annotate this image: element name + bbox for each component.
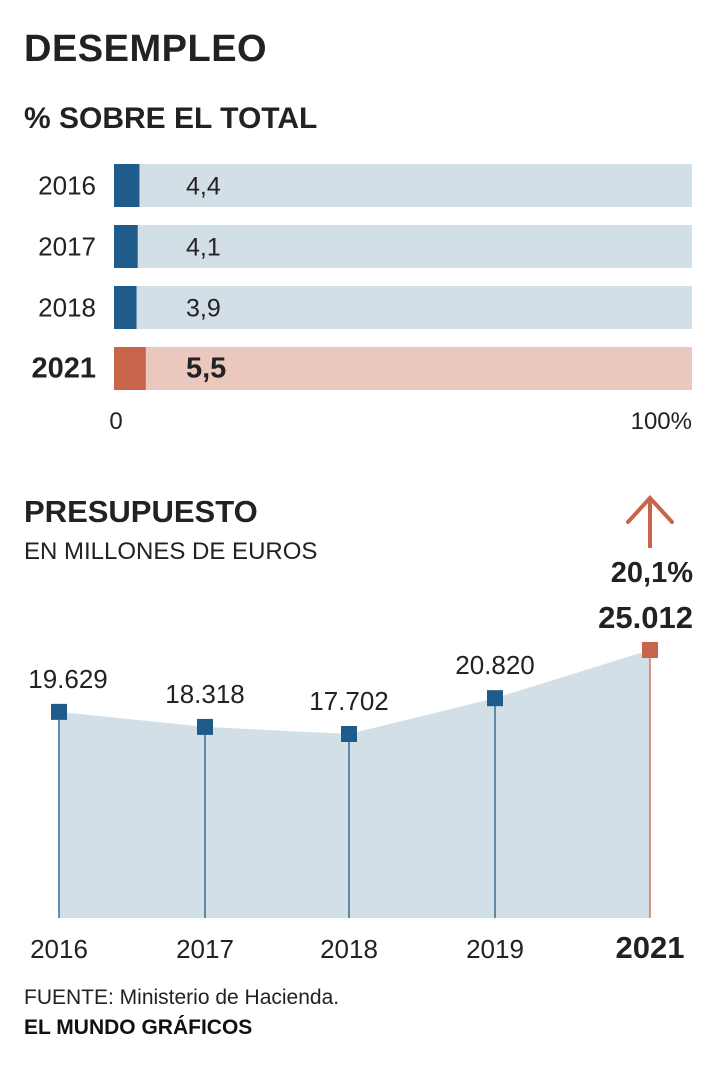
- bar-track: [114, 347, 692, 390]
- bar-track: [114, 164, 692, 207]
- bar-track: [114, 286, 692, 329]
- budget-area-chart: 19.629 2016 18.318 2017 17.702 2018 20.820 2019…: [28, 495, 693, 965]
- data-point: [51, 703, 67, 720]
- data-label: 5,5: [186, 353, 226, 385]
- category-label: 2018: [38, 293, 96, 323]
- data-label: 3,9: [186, 295, 221, 323]
- bar: [114, 347, 146, 390]
- data-point: [487, 690, 503, 707]
- x-tick-label: 100%: [631, 408, 692, 435]
- budget-subtitle: EN MILLONES DE EUROS: [24, 538, 318, 565]
- source-note: FUENTE: Ministerio de Hacienda.: [24, 986, 340, 1009]
- data-point: [341, 726, 357, 742]
- arrow-up-icon: [626, 495, 674, 548]
- x-tick-label: 2016: [30, 934, 88, 964]
- x-tick-label: 0: [109, 408, 122, 435]
- bar-track: [114, 225, 692, 268]
- unemployment-bar-chart: 2016 4,4 2017 4,1 2018 3,9 2021 5,5 0 100%: [31, 164, 692, 435]
- bar: [114, 286, 137, 329]
- area-fill: [59, 650, 650, 918]
- data-label: 4,4: [186, 173, 221, 201]
- category-label: 2021: [31, 353, 96, 385]
- credit-note: EL MUNDO GRÁFICOS: [24, 1016, 253, 1039]
- data-point: [642, 642, 658, 658]
- data-point: [197, 718, 213, 735]
- data-label: 17.702: [309, 686, 389, 716]
- data-label: 18.318: [165, 679, 245, 709]
- x-tick-label: 2019: [466, 934, 524, 964]
- arrow-head: [626, 495, 674, 524]
- data-label: 20.820: [455, 650, 535, 680]
- budget-title: PRESUPUESTO: [24, 494, 258, 529]
- data-label: 19.629: [28, 664, 108, 694]
- bar: [114, 225, 138, 268]
- x-tick-label: 2018: [320, 934, 378, 964]
- data-label: 4,1: [186, 234, 221, 262]
- x-tick-label: 2021: [616, 930, 685, 965]
- chart-title: DESEMPLEO: [24, 28, 268, 70]
- data-label: 25.012: [598, 600, 693, 635]
- category-label: 2016: [38, 171, 96, 201]
- growth-annotation: 20,1%: [611, 557, 693, 589]
- x-tick-label: 2017: [176, 934, 234, 964]
- bar: [114, 164, 140, 207]
- chart-subtitle: % SOBRE EL TOTAL: [24, 102, 318, 135]
- category-label: 2017: [38, 232, 96, 262]
